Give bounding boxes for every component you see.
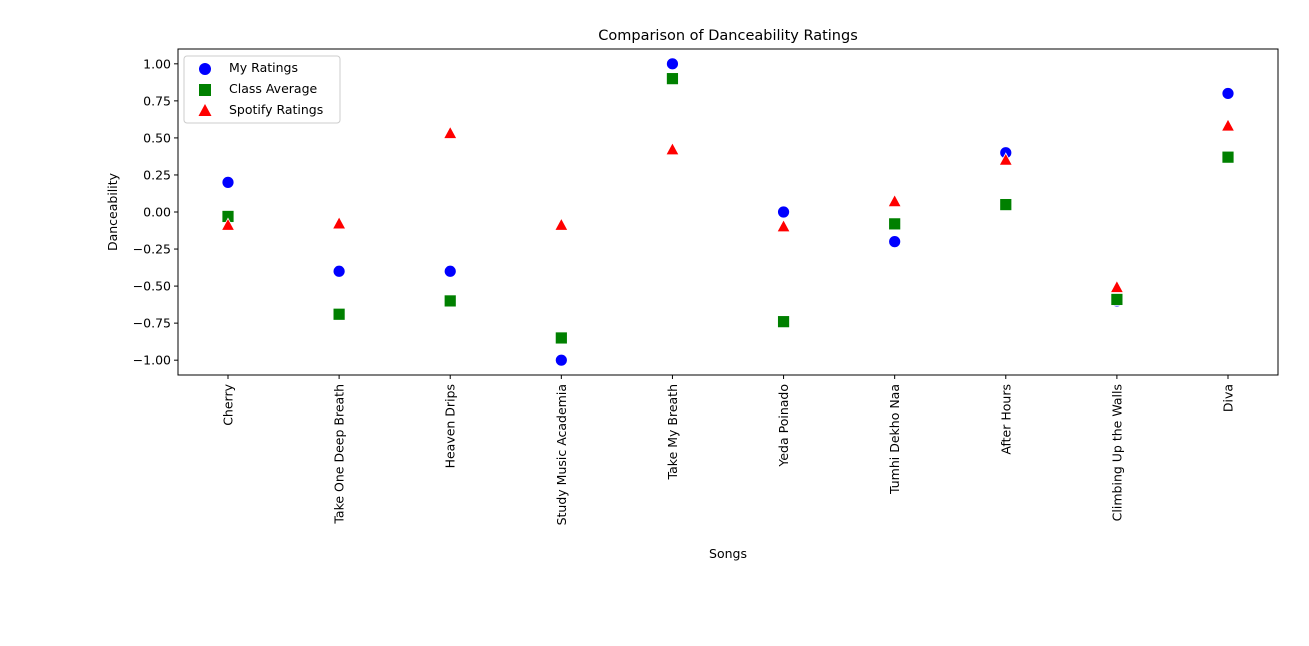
square-point [777, 315, 790, 329]
triangle-point [220, 217, 236, 231]
triangle-point [776, 218, 791, 233]
legend-label: Spotify Ratings [229, 102, 323, 117]
legend-label: My Ratings [229, 60, 298, 75]
y-tick-label: 0.25 [143, 167, 171, 182]
circle-point [554, 353, 568, 367]
legend-triangle-icon [198, 104, 212, 116]
circle-point [332, 264, 346, 278]
y-tick-label: −0.75 [133, 316, 171, 331]
legend: My Ratings Class Average Spotify Ratings [183, 55, 341, 124]
x-axis-label: Songs [709, 546, 747, 561]
circle-point [443, 264, 457, 278]
triangle-point [887, 193, 902, 208]
data-points [220, 57, 1236, 367]
legend-circle-icon [199, 63, 211, 75]
x-tick-label: Take My Breath [665, 384, 680, 480]
y-axis-label: Danceability [105, 172, 120, 251]
circle-point [777, 205, 790, 219]
square-point [1110, 293, 1124, 306]
x-tick-label: Take One Deep Breath [332, 384, 347, 525]
x-tick-label: Cherry [221, 383, 236, 425]
chart-title: Comparison of Danceability Ratings [598, 28, 858, 44]
triangle-point [665, 141, 680, 156]
triangle-point [998, 152, 1013, 166]
triangle-point [331, 216, 347, 230]
triangle-point [1109, 279, 1125, 293]
square-point [999, 198, 1013, 211]
circle-point [666, 57, 679, 71]
triangle-point [443, 125, 458, 139]
triangle-point [1220, 118, 1236, 132]
axis-ticks: 1.00 0.75 0.50 0.25 0.00 −0.25 −0.50 −0.75 −1.00… [133, 56, 1236, 525]
y-tick-label: −0.50 [133, 279, 171, 294]
circle-point [221, 175, 235, 189]
x-tick-label: Heaven Drips [443, 384, 458, 468]
y-tick-label: 0.00 [143, 205, 171, 220]
circle-point [1221, 87, 1235, 100]
legend-label: Class Average [229, 81, 317, 96]
x-tick-label: Tumhi Dekho Naa [887, 384, 902, 495]
x-tick-label: Study Music Academia [554, 384, 569, 525]
legend-square-icon [199, 84, 211, 96]
y-tick-label: 0.50 [143, 130, 171, 145]
series-triangle [220, 118, 1236, 293]
x-tick-label: Climbing Up the Walls [1109, 384, 1124, 521]
triangle-point [554, 217, 569, 231]
square-point [888, 217, 902, 231]
y-tick-label: 0.75 [143, 93, 171, 108]
legend-box [183, 55, 341, 124]
square-point [666, 72, 679, 86]
square-point [443, 294, 457, 308]
y-tick-label: −0.25 [133, 242, 171, 257]
square-point [1221, 150, 1235, 164]
x-tick-label: Yeda Poinado [776, 384, 791, 468]
y-tick-label: −1.00 [133, 353, 171, 368]
square-point [332, 307, 346, 321]
x-tick-label: After Hours [998, 384, 1013, 455]
series-circle [221, 57, 1235, 367]
series-square [221, 72, 1235, 345]
x-tick-label: Diva [1221, 384, 1236, 412]
plot-area-frame [177, 48, 1279, 376]
y-tick-label: 1.00 [143, 56, 171, 71]
square-point [554, 331, 568, 345]
circle-point [888, 235, 902, 249]
